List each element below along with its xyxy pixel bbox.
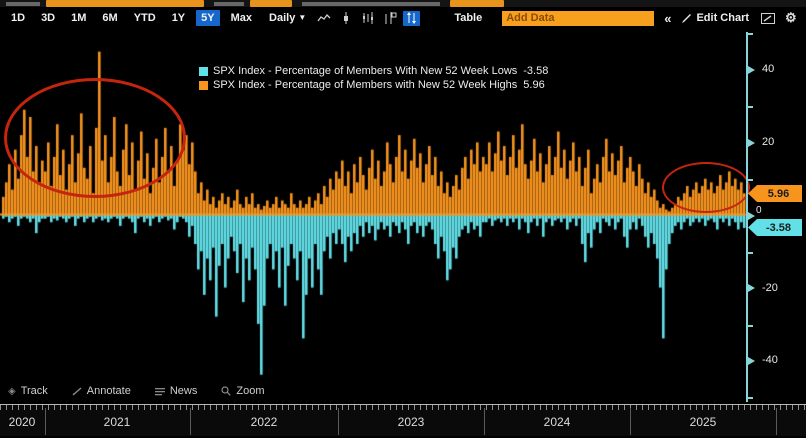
y-tick-label-neg20: -20 <box>762 282 778 294</box>
legend-row-lows: SPX Index - Percentage of Members With N… <box>199 64 548 78</box>
y-tick-marker <box>748 284 755 292</box>
news-button[interactable]: News <box>154 385 198 397</box>
annotate-pencil-icon <box>72 386 82 396</box>
table-button[interactable]: Table <box>454 12 483 24</box>
clipped-field <box>450 0 504 7</box>
last-value-badge-lows: -3.58 <box>748 219 802 236</box>
range-button-1m[interactable]: 1M <box>71 12 87 24</box>
chevron-down-icon: ▼ <box>298 13 307 22</box>
frequency-dropdown[interactable]: Daily ▼ <box>265 10 310 26</box>
annotate-button[interactable]: Annotate <box>72 385 131 397</box>
annotate-label: Annotate <box>86 385 131 397</box>
line-chart-icon[interactable] <box>315 11 332 26</box>
range-button-1y[interactable]: 1Y <box>171 12 186 24</box>
last-value-badge-highs: 5.96 <box>748 185 802 202</box>
y-minor-tick <box>747 179 753 181</box>
year-separator <box>45 408 46 435</box>
y-tick-label-neg40: -40 <box>762 354 778 366</box>
x-axis-label-2022: 2022 <box>250 415 278 429</box>
collapse-panel-chevron[interactable]: « <box>664 10 672 26</box>
ohlc-bars-icon[interactable] <box>359 11 376 26</box>
pencil-icon <box>682 13 692 23</box>
y-minor-tick <box>747 33 753 35</box>
range-button-ytd[interactable]: YTD <box>133 12 156 24</box>
x-axis-ticks <box>0 405 806 410</box>
clipped-field <box>46 0 204 7</box>
volume-bars-icon[interactable] <box>403 10 421 26</box>
candlestick-icon[interactable] <box>337 11 354 26</box>
x-axis-label-2024: 2024 <box>543 415 571 429</box>
chart-tools-bar: ◈ Track Annotate News Zoom <box>8 385 264 397</box>
track-crosshair-icon: ◈ <box>8 385 16 397</box>
add-data-input[interactable] <box>502 10 655 26</box>
legend-row-highs: SPX Index - Percentage of Members with N… <box>199 78 548 92</box>
track-button[interactable]: ◈ Track <box>8 385 48 397</box>
annotation-ellipse-2025[interactable] <box>662 162 750 213</box>
range-button-5y-selected[interactable]: 5Y <box>196 10 220 26</box>
edit-chart-button[interactable]: Edit Chart <box>681 12 749 24</box>
magnifier-icon <box>221 386 232 396</box>
legend-swatch-lows <box>199 66 208 76</box>
bar-study-icon[interactable] <box>381 11 398 26</box>
year-separator <box>484 408 485 435</box>
zoom-label: Zoom <box>236 385 265 397</box>
range-button-max[interactable]: Max <box>230 12 253 24</box>
year-separator <box>338 408 339 435</box>
clipped-field <box>250 0 292 7</box>
y-minor-tick <box>747 325 753 327</box>
range-button-1d[interactable]: 1D <box>11 12 26 24</box>
chart-settings-icon[interactable] <box>761 12 776 24</box>
legend-value-highs: 5.96 <box>523 79 545 91</box>
chart-legend: SPX Index - Percentage of Members With N… <box>199 64 548 92</box>
y-tick-label-20: 20 <box>762 136 775 148</box>
y-tick-label-40: 40 <box>762 63 775 75</box>
clipped-label <box>214 2 244 6</box>
y-tick-marker <box>748 357 755 365</box>
range-button-6m[interactable]: 6M <box>102 12 118 24</box>
x-axis-label-2023: 2023 <box>397 415 425 429</box>
news-label: News <box>169 385 198 397</box>
chart-toolbar: 1D 3D 1M 6M YTD 1Y 5Y Max Daily ▼ Table … <box>0 7 806 29</box>
y-tick-label-0: 0 <box>756 205 762 216</box>
y-tick-marker <box>748 66 755 74</box>
y-minor-tick <box>747 106 753 108</box>
y-minor-tick <box>747 397 753 399</box>
year-separator <box>190 408 191 435</box>
x-axis-label-2025: 2025 <box>689 415 717 429</box>
range-button-3d[interactable]: 3D <box>41 12 56 24</box>
y-axis-line <box>746 32 748 402</box>
legend-label-highs: SPX Index - Percentage of Members with N… <box>213 79 518 91</box>
year-separator <box>630 408 631 435</box>
news-lines-icon <box>154 387 165 396</box>
x-axis-label-2021: 2021 <box>103 415 131 429</box>
clipped-label <box>302 2 440 6</box>
y-tick-marker <box>748 212 755 220</box>
y-minor-tick <box>747 252 753 254</box>
zoom-button[interactable]: Zoom <box>221 385 264 397</box>
edit-chart-label: Edit Chart <box>696 12 750 24</box>
clipped-label <box>6 2 40 6</box>
year-separator <box>776 408 777 435</box>
x-axis-label-2020: 2020 <box>8 415 36 429</box>
legend-swatch-highs <box>199 80 208 90</box>
frequency-label: Daily <box>269 12 296 24</box>
y-tick-marker <box>748 139 755 147</box>
legend-label-lows: SPX Index - Percentage of Members With N… <box>213 65 518 77</box>
track-label: Track <box>20 385 48 397</box>
legend-value-lows: -3.58 <box>523 65 549 77</box>
x-axis-strip: 2020 2021 2022 2023 2024 2025 <box>0 404 806 436</box>
clipped-settings-row <box>0 0 806 7</box>
annotation-ellipse-2020-2021[interactable] <box>4 78 186 198</box>
gear-icon[interactable]: ⚙ <box>785 10 797 25</box>
